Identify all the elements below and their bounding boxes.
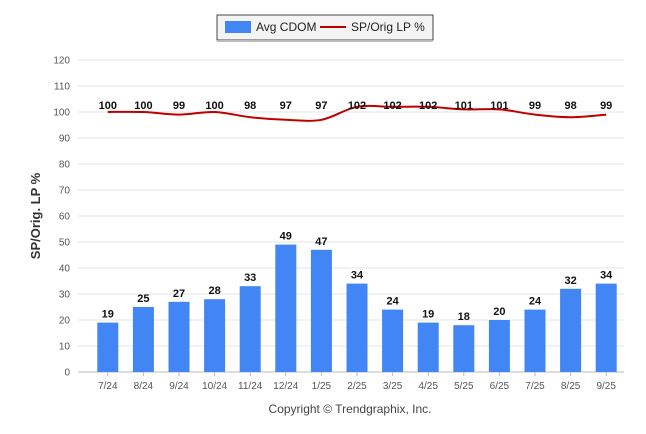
x-tick-label: 8/25 <box>561 381 581 392</box>
x-tick-label: 8/24 <box>134 381 154 392</box>
line-value-label: 98 <box>244 100 256 112</box>
line-series <box>107 104 607 122</box>
bar-9/25 <box>595 283 617 372</box>
bar-value-label: 19 <box>422 309 434 321</box>
bar-value-label: 24 <box>386 296 399 308</box>
line-value-label: 99 <box>173 100 185 112</box>
bar-6/25 <box>488 320 510 372</box>
line-value-label: 98 <box>564 100 576 112</box>
bar-7/25 <box>524 309 546 372</box>
bar-value-label: 32 <box>564 275 576 287</box>
line-value-label: 97 <box>315 100 327 112</box>
x-tick-label: 4/25 <box>418 381 438 392</box>
bar-data-labels: 19 25 27 28 33 49 47 34 24 19 18 20 24 32 34 <box>102 231 614 324</box>
x-tick-label: 6/25 <box>490 381 510 392</box>
line-value-label: 100 <box>99 100 117 112</box>
x-tick-label: 5/25 <box>454 381 474 392</box>
x-tick-label: 9/25 <box>596 381 616 392</box>
bar-1/25 <box>310 249 332 372</box>
bar-value-label: 28 <box>208 285 220 297</box>
line-value-label: 101 <box>455 100 473 112</box>
bar-value-label: 25 <box>137 293 149 305</box>
bar-value-label: 49 <box>280 231 292 243</box>
y-tick-label: 80 <box>59 160 71 171</box>
x-tick-label: 10/24 <box>202 381 227 392</box>
bar-8/25 <box>560 288 582 372</box>
line-value-label: 99 <box>600 100 612 112</box>
bar-value-label: 27 <box>173 288 185 300</box>
y-axis-ticks: 0 10 20 30 40 50 60 70 80 90 100 110 120 <box>53 56 70 379</box>
line-value-label: 97 <box>280 100 292 112</box>
legend-shadow <box>217 40 433 42</box>
legend-label-line: SP/Orig LP % <box>351 20 425 34</box>
line-value-label: 100 <box>205 100 223 112</box>
x-tick-label: 1/25 <box>312 381 332 392</box>
bar-2/25 <box>346 283 368 372</box>
legend: Avg CDOM SP/Orig LP % <box>216 14 434 42</box>
x-tick-label: 7/24 <box>98 381 118 392</box>
y-tick-label: 50 <box>59 238 71 249</box>
bar-value-label: 33 <box>244 272 256 284</box>
bar-value-label: 20 <box>493 306 505 318</box>
bar-7/24 <box>97 322 119 372</box>
line-data-labels: 100 100 99 100 98 97 97 102 102 102 101 101 99 98 99 <box>99 100 613 112</box>
x-tick-label: 9/24 <box>169 381 189 392</box>
y-tick-label: 10 <box>59 342 71 353</box>
y-tick-label: 40 <box>59 264 71 275</box>
bar-8/24 <box>132 307 154 372</box>
bar-12/24 <box>275 244 297 372</box>
y-tick-label: 60 <box>59 212 71 223</box>
bar-value-label: 34 <box>351 270 364 282</box>
x-tick-label: 12/24 <box>273 381 298 392</box>
x-tick-label: 7/25 <box>525 381 545 392</box>
legend-swatch-bars <box>225 21 251 33</box>
x-axis-ticks: 7/24 8/24 9/24 10/24 11/24 12/24 1/25 2/25 3/25 4… <box>98 372 616 392</box>
bar-value-label: 18 <box>458 311 470 323</box>
bar-10/24 <box>204 299 226 372</box>
line-value-label: 102 <box>348 100 366 112</box>
y-tick-label: 120 <box>53 56 70 67</box>
bar-5/25 <box>453 325 475 372</box>
x-tick-label: 11/24 <box>238 381 263 392</box>
legend-label-bars: Avg CDOM <box>256 20 316 34</box>
bar-11/24 <box>239 286 261 372</box>
x-tick-label: 2/25 <box>347 381 367 392</box>
line-path <box>107 104 607 122</box>
bar-value-label: 19 <box>102 309 114 321</box>
y-tick-label: 70 <box>59 186 71 197</box>
y-tick-label: 20 <box>59 316 71 327</box>
y-axis-title: SP/Orig. LP % <box>28 172 43 259</box>
line-value-label: 102 <box>383 100 401 112</box>
bar-3/25 <box>382 309 404 372</box>
bar-4/25 <box>417 322 439 372</box>
y-tick-label: 90 <box>59 134 71 145</box>
bar-value-label: 34 <box>600 270 613 282</box>
bar-9/24 <box>168 301 190 372</box>
bar-value-label: 47 <box>315 236 327 248</box>
line-value-label: 99 <box>529 100 541 112</box>
y-tick-label: 110 <box>54 82 70 93</box>
line-value-label: 102 <box>419 100 437 112</box>
bar-series <box>97 244 617 372</box>
y-tick-label: 30 <box>59 290 71 301</box>
y-tick-label: 100 <box>53 108 70 119</box>
copyright-text: Copyright © Trendgraphix, Inc. <box>269 402 432 416</box>
line-value-label: 100 <box>134 100 152 112</box>
bar-value-label: 24 <box>529 296 542 308</box>
y-tick-label: 0 <box>64 368 70 379</box>
x-tick-label: 3/25 <box>383 381 403 392</box>
line-value-label: 101 <box>490 100 508 112</box>
